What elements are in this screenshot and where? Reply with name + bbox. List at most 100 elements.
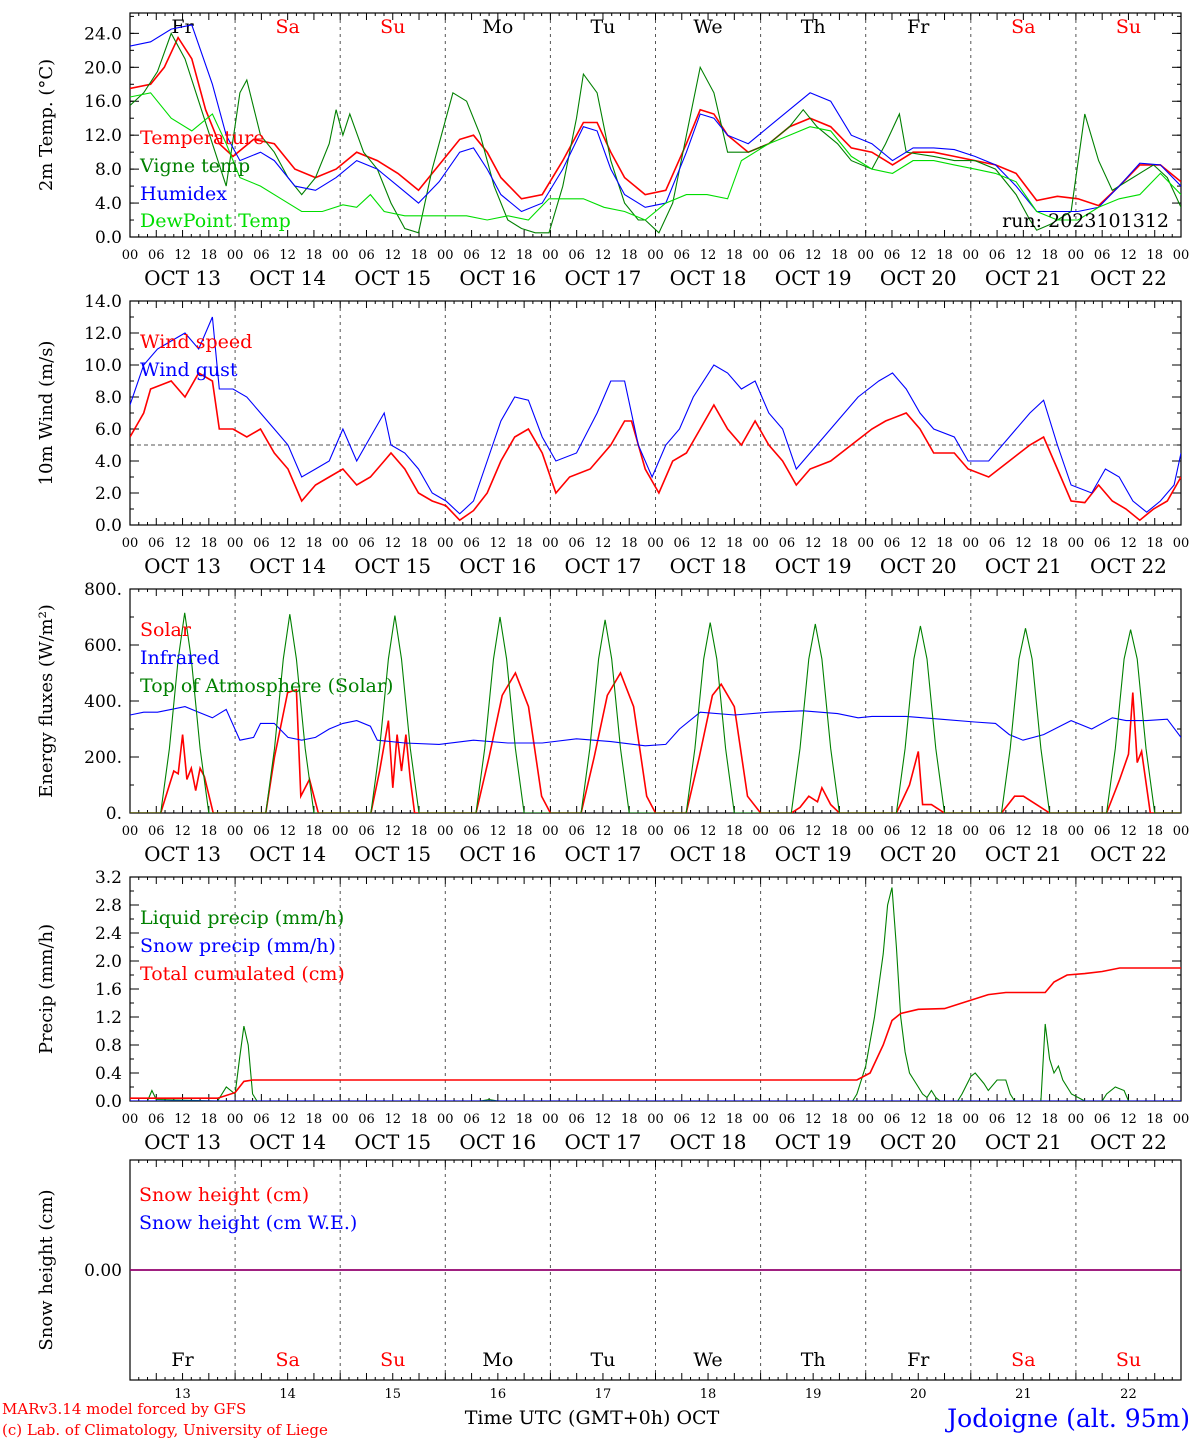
- hour-tick-label: 18: [726, 536, 743, 551]
- legend-entry: Snow precip (mm/h): [140, 935, 336, 957]
- hour-tick-label: 00: [752, 248, 769, 263]
- hour-tick-label: 00: [963, 536, 980, 551]
- hour-tick-label: 18: [936, 536, 953, 551]
- day-of-week-label: Su: [380, 16, 405, 38]
- hour-tick-label: 00: [227, 248, 244, 263]
- station-label: Jodoigne (alt. 95m): [944, 1404, 1190, 1433]
- hour-tick-label: 00: [1173, 824, 1190, 839]
- day-of-week-label: Sa: [1011, 16, 1035, 38]
- hour-tick-label: 12: [595, 248, 612, 263]
- hour-tick-label: 00: [437, 248, 454, 263]
- date-label: OCT 16: [459, 266, 536, 290]
- hour-tick-label: 00: [752, 536, 769, 551]
- day-of-week-label: Sa: [1011, 1349, 1035, 1371]
- hour-tick-label: 18: [831, 1112, 848, 1127]
- y-tick-label: 6.0: [95, 420, 122, 440]
- day-of-week-label: Mo: [482, 1349, 513, 1371]
- hour-tick-label: 06: [568, 1112, 585, 1127]
- y-tick-label: 10.0: [84, 356, 122, 376]
- hour-tick-label: 06: [989, 1112, 1006, 1127]
- date-label: OCT 22: [1090, 266, 1167, 290]
- hour-tick-label: 06: [253, 248, 270, 263]
- hour-tick-label: 00: [122, 1112, 139, 1127]
- hour-tick-label: 18: [306, 824, 323, 839]
- hour-tick-label: 06: [1094, 1112, 1111, 1127]
- legend-entry: Vigne temp: [139, 155, 250, 177]
- hour-tick-label: 18: [306, 536, 323, 551]
- hour-tick-label: 12: [805, 1112, 822, 1127]
- hour-tick-label: 18: [411, 536, 428, 551]
- y-tick-label: 14.0: [84, 292, 122, 312]
- hour-tick-label: 06: [568, 536, 585, 551]
- hour-tick-label: 18: [726, 248, 743, 263]
- hour-tick-label: 00: [963, 248, 980, 263]
- hour-tick-label: 06: [674, 824, 691, 839]
- y-tick-label: 24.0: [84, 24, 122, 44]
- date-label: OCT 17: [565, 1130, 642, 1154]
- hour-tick-label: 18: [201, 1112, 218, 1127]
- day-of-week-label: Th: [801, 16, 826, 38]
- hour-tick-label: 00: [122, 536, 139, 551]
- hour-tick-label: 18: [516, 1112, 533, 1127]
- hour-tick-label: 12: [700, 248, 717, 263]
- y-tick-label: 0.00: [84, 1261, 122, 1281]
- day-of-week-label: Th: [801, 1349, 826, 1371]
- hour-tick-label: 00: [332, 536, 349, 551]
- y-tick-label: 200.: [84, 748, 122, 768]
- hour-tick-label: 06: [463, 248, 480, 263]
- y-axis-label: Precip (mm/h): [36, 924, 57, 1054]
- date-label: OCT 21: [985, 554, 1062, 578]
- hour-tick-label: 06: [779, 536, 796, 551]
- hour-tick-label: 06: [989, 536, 1006, 551]
- legend-entry: Wind speed: [140, 331, 252, 353]
- hour-tick-label: 06: [779, 824, 796, 839]
- date-label: OCT 22: [1090, 554, 1167, 578]
- hour-tick-label: 00: [332, 824, 349, 839]
- hour-tick-label: 06: [568, 248, 585, 263]
- hour-tick-label: 00: [227, 824, 244, 839]
- hour-tick-label: 00: [857, 824, 874, 839]
- hour-tick-label: 12: [1015, 248, 1032, 263]
- date-label: OCT 21: [985, 842, 1062, 866]
- date-label: OCT 22: [1090, 842, 1167, 866]
- hour-tick-label: 00: [332, 248, 349, 263]
- date-label: OCT 16: [459, 1130, 536, 1154]
- hour-tick-label: 00: [227, 1112, 244, 1127]
- day-number-label: 17: [595, 1387, 612, 1402]
- hour-tick-label: 06: [1094, 824, 1111, 839]
- date-label: OCT 19: [775, 842, 852, 866]
- hour-tick-label: 00: [437, 824, 454, 839]
- hour-tick-label: 12: [700, 1112, 717, 1127]
- day-of-week-label: Fr: [907, 16, 930, 38]
- hour-tick-label: 18: [621, 1112, 638, 1127]
- date-label: OCT 16: [459, 554, 536, 578]
- date-label: OCT 14: [249, 842, 326, 866]
- credit-line-1: MARv3.14 model forced by GFS: [2, 1400, 246, 1418]
- hour-tick-label: 18: [201, 536, 218, 551]
- hour-tick-label: 12: [1120, 536, 1137, 551]
- hour-tick-label: 12: [384, 1112, 401, 1127]
- legend-entry: DewPoint Temp: [140, 210, 291, 232]
- hour-tick-label: 12: [595, 1112, 612, 1127]
- y-tick-label: 0.: [106, 804, 122, 824]
- hour-tick-label: 12: [805, 248, 822, 263]
- y-tick-label: 0.4: [95, 1064, 122, 1084]
- hour-tick-label: 18: [621, 248, 638, 263]
- hour-tick-label: 18: [516, 824, 533, 839]
- hour-tick-label: 00: [437, 1112, 454, 1127]
- hour-tick-label: 06: [674, 536, 691, 551]
- hour-tick-label: 12: [490, 824, 507, 839]
- date-label: OCT 15: [354, 266, 431, 290]
- hour-tick-label: 18: [831, 536, 848, 551]
- y-axis-label: 10m Wind (m/s): [36, 341, 57, 486]
- hour-tick-label: 12: [174, 1112, 191, 1127]
- legend-entry: Snow height (cm): [139, 1184, 309, 1206]
- hour-tick-label: 12: [279, 1112, 296, 1127]
- hour-tick-label: 12: [384, 824, 401, 839]
- hour-tick-label: 00: [1068, 248, 1085, 263]
- hour-tick-label: 18: [621, 824, 638, 839]
- hour-tick-label: 18: [936, 824, 953, 839]
- date-label: OCT 15: [354, 842, 431, 866]
- hour-tick-label: 18: [621, 536, 638, 551]
- hour-tick-label: 00: [437, 536, 454, 551]
